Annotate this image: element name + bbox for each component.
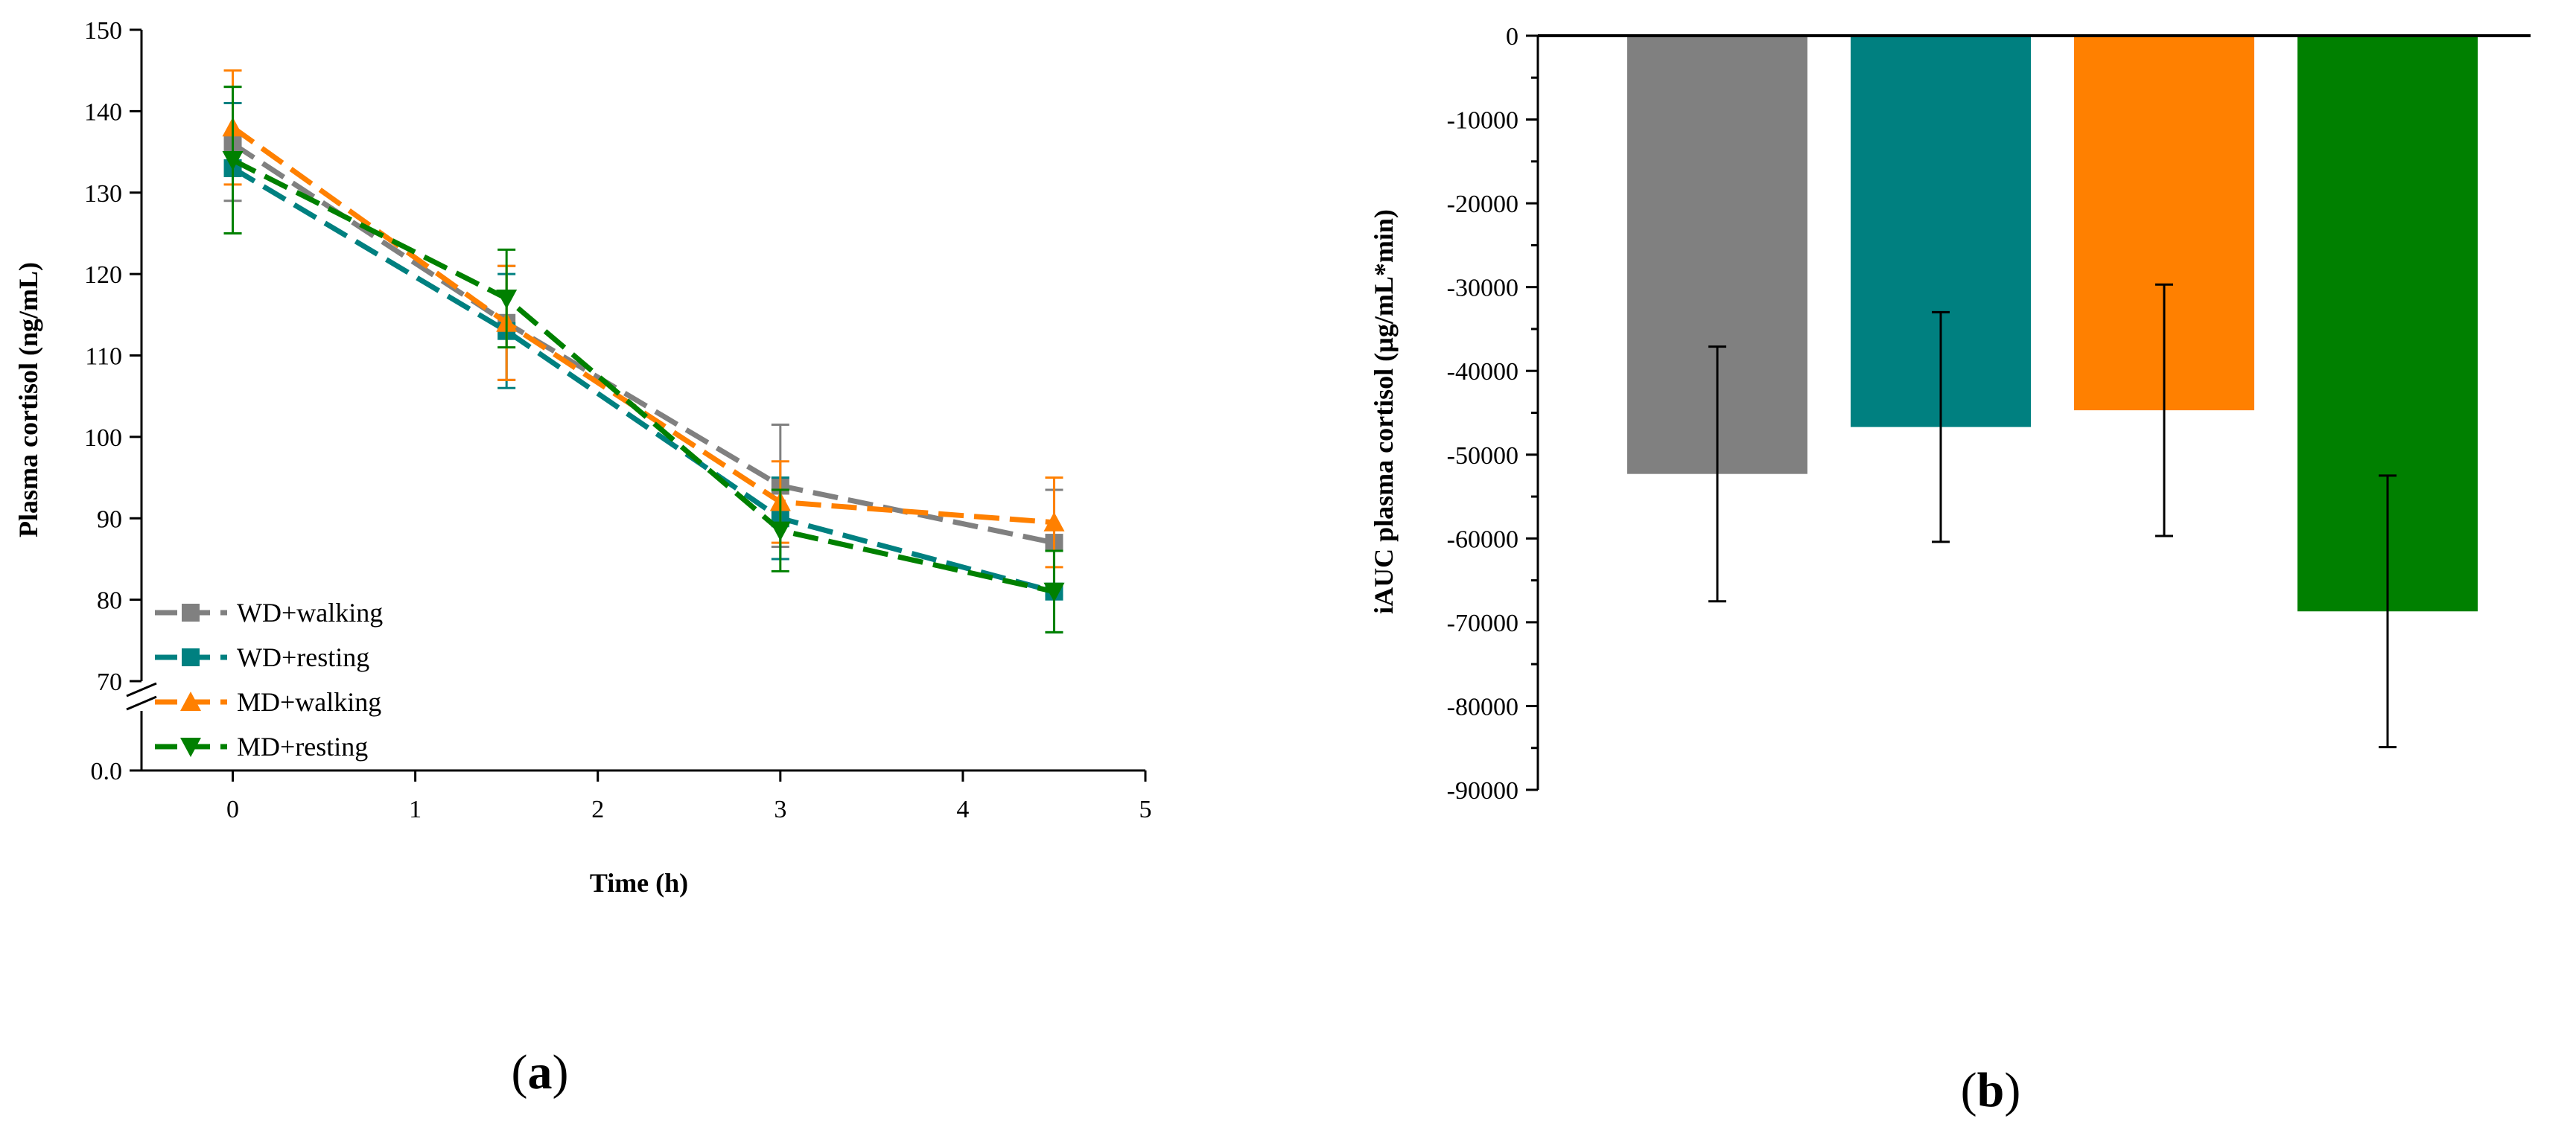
- panel-b-y-tick-label: -30000: [1447, 275, 1518, 302]
- panel-a-y-tick-label: 150: [84, 17, 122, 45]
- panel-b-label: (b): [1961, 1063, 2021, 1117]
- panel-a-data-point: [496, 289, 518, 309]
- panel-a-y-tick-label: 100: [84, 424, 122, 452]
- panel-a-data-point: [222, 151, 244, 170]
- panel-b-y-tick-label: -90000: [1447, 777, 1518, 805]
- panel-a-x-tick-label: 0: [226, 796, 239, 823]
- panel-b-y-tick-label: -10000: [1447, 107, 1518, 135]
- panel-b-y-tick-label: -80000: [1447, 693, 1518, 721]
- panel-a-legend-marker: [180, 738, 201, 757]
- panel-a-series: [222, 69, 1065, 633]
- panel-a-legend-label: WD+walking: [237, 598, 383, 628]
- panel-a-legend: WD+walking WD+resting MD+walking MD+resting: [155, 598, 383, 762]
- panel-a-y-tick-label: 110: [85, 343, 122, 371]
- panel-a-y-tick-label: 80: [97, 587, 122, 615]
- panel-a-series-line: [231, 125, 1055, 526]
- panel-a-legend-marker: [182, 604, 200, 622]
- panel-a-axis-break-mark: [126, 682, 157, 711]
- panel-b-y-axis-label: iAUC plasma cortisol (µg/mL*min): [1369, 209, 1399, 614]
- panel-a-data-point: [769, 521, 791, 541]
- panel-a-legend-label: MD+resting: [237, 732, 368, 762]
- panel-a-y-tick-label: 130: [84, 180, 122, 208]
- panel-a-label: (a): [512, 1045, 569, 1100]
- panel-a-data-point: [1043, 511, 1065, 532]
- panel-a-x-tick-label: 4: [956, 796, 969, 823]
- panel-a-x-tick-label: 5: [1139, 796, 1152, 823]
- panel-a-y-tick-label: 140: [84, 98, 122, 126]
- panel-a-series-line: [231, 141, 1055, 546]
- panel-a-x-tick-label: 2: [591, 796, 604, 823]
- panel-a-series-line: [231, 165, 1055, 595]
- panel-a-y-tick-label: 70: [97, 668, 122, 696]
- panel-a-y-axis-label: Plasma cortisol (ng/mL): [13, 262, 43, 537]
- panel-b-y-tick-label: -20000: [1447, 191, 1518, 218]
- panel-b-y-ticks: 0 -10000 -20000 -30000 -40000 -50000 -60000 -70…: [1447, 23, 1538, 805]
- panel-a-x-tick-label: 3: [774, 796, 786, 823]
- panel-a-legend-marker: [180, 692, 201, 711]
- panel-a-legend-label: WD+resting: [237, 642, 369, 672]
- panel-b-bar-chart: 0 -10000 -20000 -30000 -40000 -50000 -60000 -70…: [1369, 23, 2531, 1117]
- panel-b-y-tick-label: 0: [1506, 23, 1518, 51]
- panel-a-y-tick-label: 90: [97, 505, 122, 533]
- panel-b-y-tick-label: -60000: [1447, 526, 1518, 553]
- panel-b-y-tick-label: -50000: [1447, 442, 1518, 470]
- panel-b-error-bars: [1708, 283, 2397, 749]
- panel-b-y-tick-label: -40000: [1447, 358, 1518, 386]
- panel-a-legend-marker: [182, 648, 200, 666]
- panel-a-series-line: [231, 157, 1055, 595]
- panel-a-x-axis-label: Time (h): [590, 868, 688, 898]
- panel-b-bars: [1627, 36, 2478, 612]
- panel-a-y-tick-label: 120: [84, 261, 122, 289]
- panel-a-x-ticks: 0 1 2 3 4 5: [226, 770, 1152, 823]
- panel-b-y-tick-label: -70000: [1447, 610, 1518, 637]
- panel-a-y-tick-label: 0.0: [91, 758, 123, 785]
- panel-a-x-tick-label: 1: [409, 796, 422, 823]
- panel-a-y-ticks: 150 140 130 120 110 100 90 80 70 0.0: [84, 17, 141, 785]
- panel-a-legend-label: MD+walking: [237, 687, 381, 717]
- panel-a-data-point: [1043, 582, 1065, 602]
- panel-a-line-chart: 150 140 130 120 110 100 90 80 70 0.0 0 1 2 3 4 5 WD+wa…: [13, 17, 1152, 1100]
